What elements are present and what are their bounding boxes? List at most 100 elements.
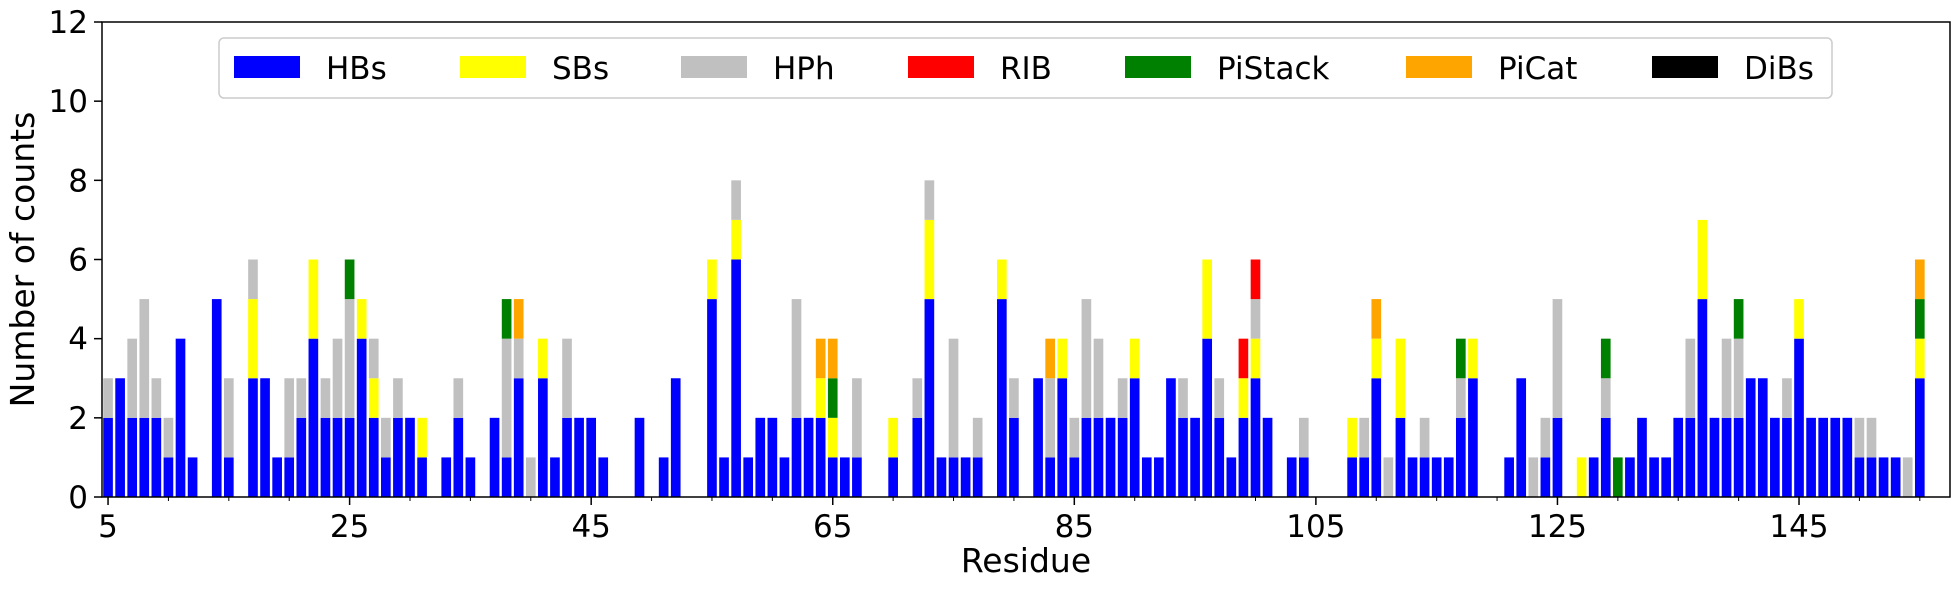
bar-segment-hph-136 bbox=[1685, 338, 1696, 418]
bar-segment-pistack-130 bbox=[1613, 457, 1623, 497]
bar-segment-hph-40 bbox=[525, 457, 536, 497]
bar-segment-hph-67 bbox=[852, 378, 862, 458]
bar-segment-sbs-90 bbox=[1129, 338, 1140, 379]
bar-segment-sbs-137 bbox=[1697, 219, 1708, 300]
bar-segment-sbs-64 bbox=[815, 378, 826, 418]
bar-segment-hbs-49 bbox=[634, 417, 645, 497]
bar-segment-hbs-29 bbox=[393, 417, 403, 497]
bar-segment-hbs-146 bbox=[1806, 417, 1816, 497]
bar-segment-pistack-129 bbox=[1600, 338, 1611, 379]
bar-segment-hbs-85 bbox=[1069, 457, 1080, 497]
x-axis-label: Residue bbox=[961, 541, 1091, 580]
bar-segment-hph-8 bbox=[139, 299, 150, 418]
x-tick-label: 25 bbox=[330, 509, 369, 545]
bar-segment-hbs-82 bbox=[1033, 378, 1043, 497]
legend-swatch-pistack bbox=[1125, 56, 1191, 78]
bar-segment-hbs-51 bbox=[658, 457, 669, 497]
bar-segment-hbs-14 bbox=[211, 299, 222, 497]
bar-segment-hbs-58 bbox=[743, 457, 754, 497]
bar-segment-hph-7 bbox=[127, 338, 138, 418]
bar-segment-hbs-9 bbox=[151, 417, 162, 497]
bar-segment-hph-86 bbox=[1081, 299, 1092, 418]
legend-swatch-rib bbox=[908, 56, 974, 78]
bar-segment-hph-43 bbox=[562, 338, 572, 418]
y-tick-label: 10 bbox=[49, 84, 88, 120]
bar-segment-hbs-8 bbox=[139, 417, 150, 497]
bar-segment-hbs-80 bbox=[1009, 417, 1019, 497]
bar-segment-hph-151 bbox=[1866, 417, 1877, 458]
bar-segment-sbs-100 bbox=[1250, 338, 1261, 379]
bar-segment-hbs-141 bbox=[1745, 378, 1756, 497]
bar-segment-hph-87 bbox=[1093, 338, 1104, 418]
bar-segment-hbs-12 bbox=[187, 457, 198, 497]
bar-segment-hbs-34 bbox=[453, 417, 464, 497]
bar-segment-hbs-84 bbox=[1057, 378, 1068, 497]
bar-segment-sbs-57 bbox=[731, 219, 741, 260]
bar-segment-hbs-41 bbox=[538, 378, 548, 497]
bar-segment-hbs-19 bbox=[272, 457, 282, 497]
bar-segment-hph-124 bbox=[1540, 417, 1551, 458]
bar-segment-sbs-31 bbox=[417, 417, 427, 458]
bar-segment-hbs-92 bbox=[1154, 457, 1164, 497]
legend-label-dibs: DiBs bbox=[1744, 51, 1814, 87]
y-axis-label: Number of counts bbox=[3, 112, 42, 408]
bar-segment-sbs-108 bbox=[1347, 417, 1357, 458]
x-tick-label: 65 bbox=[813, 509, 852, 545]
bar-segment-hph-89 bbox=[1117, 378, 1128, 418]
bar-segment-hbs-125 bbox=[1552, 417, 1563, 497]
legend-label-rib: RIB bbox=[1000, 51, 1052, 87]
bar-segment-hbs-98 bbox=[1226, 457, 1237, 497]
bar-segment-sbs-70 bbox=[888, 417, 898, 458]
bar-segment-sbs-112 bbox=[1395, 338, 1406, 418]
bar-segment-hbs-64 bbox=[815, 417, 826, 497]
legend-swatch-hbs bbox=[234, 56, 300, 78]
bar-segment-hbs-147 bbox=[1818, 417, 1829, 497]
legend-swatch-hph bbox=[681, 56, 747, 78]
bar-segment-picat-155 bbox=[1914, 259, 1925, 300]
bar-segment-sbs-127 bbox=[1576, 457, 1587, 497]
bar-segment-hbs-110 bbox=[1371, 378, 1382, 497]
bar-segment-hbs-93 bbox=[1166, 378, 1176, 497]
bar-segment-hbs-134 bbox=[1661, 457, 1671, 497]
bar-segment-hph-28 bbox=[381, 417, 391, 458]
x-tick-label: 145 bbox=[1769, 509, 1828, 545]
bar-segment-hph-20 bbox=[284, 378, 295, 458]
bar-segment-sbs-145 bbox=[1794, 299, 1804, 339]
bar-segment-hbs-72 bbox=[912, 417, 923, 497]
x-tick-label: 105 bbox=[1286, 509, 1345, 545]
bar-segment-hbs-46 bbox=[598, 457, 609, 497]
bar-segment-hbs-122 bbox=[1516, 378, 1527, 497]
bar-segment-hph-25 bbox=[344, 299, 355, 418]
x-tick-label: 45 bbox=[571, 509, 610, 545]
bar-segment-hph-23 bbox=[320, 378, 331, 418]
bar-segment-hph-94 bbox=[1178, 378, 1188, 418]
bar-segment-hbs-26 bbox=[356, 338, 367, 497]
y-tick-label: 6 bbox=[68, 243, 88, 279]
bar-segment-hbs-91 bbox=[1141, 457, 1152, 497]
bar-segment-hbs-23 bbox=[320, 417, 331, 497]
bar-segment-hbs-151 bbox=[1866, 457, 1877, 497]
bar-segment-pistack-38 bbox=[501, 299, 512, 339]
bar-segment-sbs-55 bbox=[707, 259, 717, 300]
bar-segment-sbs-41 bbox=[538, 338, 548, 379]
bar-segment-hbs-113 bbox=[1407, 457, 1418, 497]
bar-segment-hbs-129 bbox=[1600, 417, 1611, 497]
bar-segment-hbs-86 bbox=[1081, 417, 1092, 497]
bar-segment-picat-39 bbox=[513, 299, 524, 339]
bar-segment-picat-64 bbox=[815, 338, 826, 379]
bar-segment-picat-83 bbox=[1045, 338, 1055, 379]
bar-segment-hbs-116 bbox=[1443, 457, 1454, 497]
y-tick-label: 2 bbox=[68, 401, 88, 437]
bar-segment-sbs-155 bbox=[1914, 338, 1925, 379]
bar-segment-hbs-152 bbox=[1878, 457, 1889, 497]
legend-label-picat: PiCat bbox=[1498, 51, 1577, 87]
bar-segment-hbs-89 bbox=[1117, 417, 1128, 497]
bar-segment-hbs-15 bbox=[223, 457, 234, 497]
bar-segment-hph-80 bbox=[1009, 378, 1019, 418]
bar-segment-hph-150 bbox=[1854, 417, 1865, 458]
bar-segment-hbs-21 bbox=[296, 417, 307, 497]
bar-segment-hph-123 bbox=[1528, 457, 1539, 497]
bar-segment-hbs-38 bbox=[501, 457, 512, 497]
